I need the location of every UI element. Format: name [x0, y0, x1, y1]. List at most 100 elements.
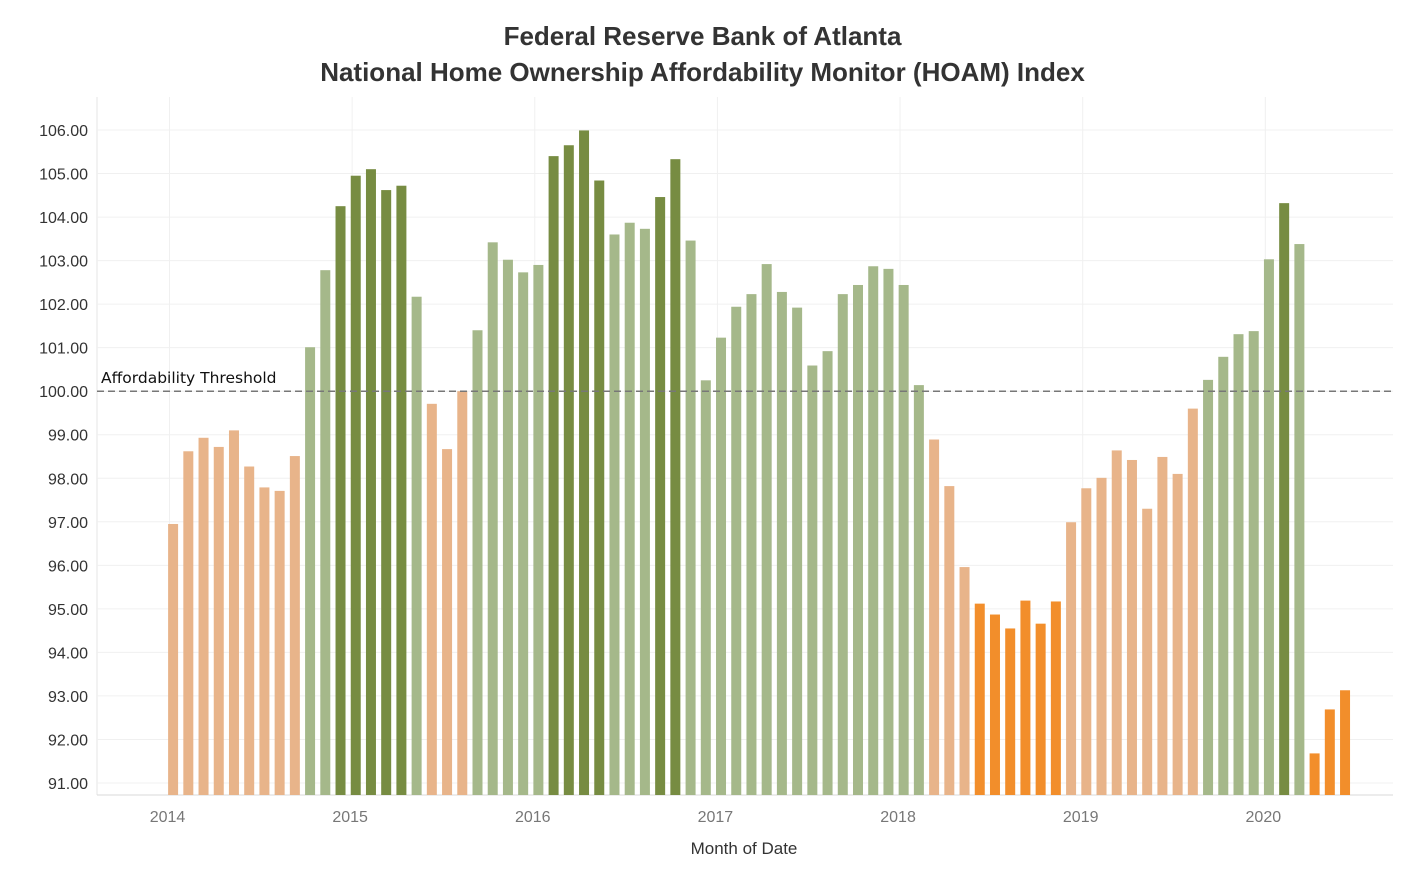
chart-title-line-1: Federal Reserve Bank of Atlanta — [503, 21, 902, 51]
bar-2017-10 — [853, 284, 863, 795]
bar-2016-05 — [594, 180, 605, 795]
affordability-threshold-label: Affordability Threshold — [101, 369, 277, 387]
bar-2018-01 — [898, 284, 909, 795]
y-tick-label: 92.00 — [48, 732, 88, 749]
bar-2015-02 — [365, 169, 376, 795]
bar-2014-08 — [274, 490, 285, 795]
bar-2017-08 — [822, 351, 833, 795]
reference-line-group: Affordability Threshold — [97, 369, 1393, 392]
bar-2014-05 — [228, 430, 239, 795]
bar-2019-09 — [1203, 379, 1214, 795]
y-tick-label: 93.00 — [48, 689, 88, 706]
bar-2016-09 — [655, 197, 666, 796]
bar-2014-10 — [305, 347, 316, 795]
y-tick-label: 99.00 — [48, 428, 88, 445]
bar-2020-03 — [1294, 244, 1305, 795]
bar-2014-11 — [320, 270, 331, 795]
bar-2018-10 — [1035, 623, 1046, 795]
y-tick-label: 104.00 — [39, 210, 88, 227]
bar-2019-04 — [1126, 459, 1137, 795]
bar-2017-09 — [837, 294, 848, 795]
bar-2019-03 — [1111, 450, 1122, 795]
y-tick-label: 91.00 — [48, 776, 88, 793]
bar-2017-05 — [776, 291, 787, 795]
bar-2018-07 — [989, 614, 1000, 795]
bar-2020-06 — [1340, 690, 1351, 795]
y-axis: 106.00 105.00 104.00 103.00 102.00 101.00 100.… — [39, 123, 88, 793]
bar-2015-08 — [457, 391, 468, 795]
y-tick-label: 103.00 — [39, 254, 88, 271]
bar-2014-07 — [259, 487, 270, 795]
bar-2018-03 — [929, 439, 940, 795]
x-tick-label: 2019 — [1063, 809, 1099, 826]
x-tick-label: 2015 — [332, 809, 368, 826]
bar-2020-01 — [1263, 259, 1274, 795]
bar-2018-12 — [1066, 522, 1077, 795]
y-tick-label: 95.00 — [48, 602, 88, 619]
bar-2016-08 — [639, 228, 650, 795]
bar-2015-03 — [381, 190, 392, 795]
bar-2020-05 — [1324, 709, 1335, 795]
bar-2017-04 — [761, 264, 772, 796]
x-axis: 2014 2015 2016 2017 2018 2019 2020 — [150, 809, 1282, 826]
bar-2015-04 — [396, 185, 407, 796]
bar-2019-05 — [1142, 508, 1153, 795]
bar-2019-07 — [1172, 473, 1183, 795]
bar-2016-01 — [533, 264, 544, 795]
bar-2017-12 — [883, 268, 894, 795]
bar-2015-10 — [487, 242, 498, 795]
y-tick-label: 100.00 — [39, 384, 88, 401]
x-tick-label: 2017 — [698, 809, 734, 826]
bar-2017-02 — [731, 306, 742, 795]
y-tick-label: 106.00 — [39, 123, 88, 140]
bar-2019-02 — [1096, 477, 1107, 795]
bar-2016-10 — [670, 159, 681, 796]
y-tick-label: 94.00 — [48, 645, 88, 662]
bar-2016-03 — [563, 145, 574, 796]
bar-2018-08 — [1005, 628, 1016, 795]
bar-2016-11 — [685, 240, 696, 795]
y-tick-label: 96.00 — [48, 558, 88, 575]
bar-2019-10 — [1218, 356, 1229, 795]
bar-2019-06 — [1157, 456, 1168, 795]
bar-2017-01 — [716, 337, 727, 795]
bar-2014-03 — [198, 437, 209, 795]
bar-2017-03 — [746, 294, 757, 795]
bar-2019-12 — [1248, 331, 1259, 795]
bar-2015-01 — [350, 175, 361, 795]
bar-2018-11 — [1050, 601, 1061, 795]
bar-2020-04 — [1309, 753, 1320, 795]
bar-2015-07 — [442, 449, 453, 795]
bar-2015-11 — [502, 259, 513, 796]
bar-2015-12 — [518, 272, 529, 796]
bar-2017-11 — [868, 266, 879, 795]
bar-2020-02 — [1279, 203, 1290, 795]
bar-2016-12 — [700, 380, 711, 795]
x-axis-label: Month of Date — [691, 839, 798, 858]
y-tick-label: 101.00 — [39, 341, 88, 358]
bar-2016-02 — [548, 156, 559, 795]
y-tick-label: 105.00 — [39, 167, 88, 184]
bar-2016-06 — [609, 234, 620, 796]
bar-2016-07 — [624, 222, 635, 796]
x-tick-label: 2016 — [515, 809, 551, 826]
y-tick-label: 97.00 — [48, 515, 88, 532]
bar-2019-11 — [1233, 334, 1244, 795]
bar-2015-05 — [411, 296, 422, 795]
bar-2018-09 — [1020, 600, 1031, 795]
bar-2018-05 — [959, 567, 970, 795]
bar-2014-04 — [213, 446, 224, 795]
bars — [168, 130, 1351, 796]
bar-2014-02 — [183, 451, 194, 795]
y-tick-label: 102.00 — [39, 297, 88, 314]
bar-2014-09 — [289, 456, 300, 795]
bar-2015-06 — [426, 403, 437, 795]
x-tick-label: 2020 — [1246, 809, 1282, 826]
bar-2014-06 — [244, 466, 255, 795]
y-tick-label: 98.00 — [48, 471, 88, 488]
chart-title-line-2: National Home Ownership Affordability Mo… — [320, 57, 1085, 87]
bar-2018-04 — [944, 486, 955, 795]
x-tick-label: 2018 — [880, 809, 916, 826]
bar-2014-01 — [168, 523, 179, 795]
